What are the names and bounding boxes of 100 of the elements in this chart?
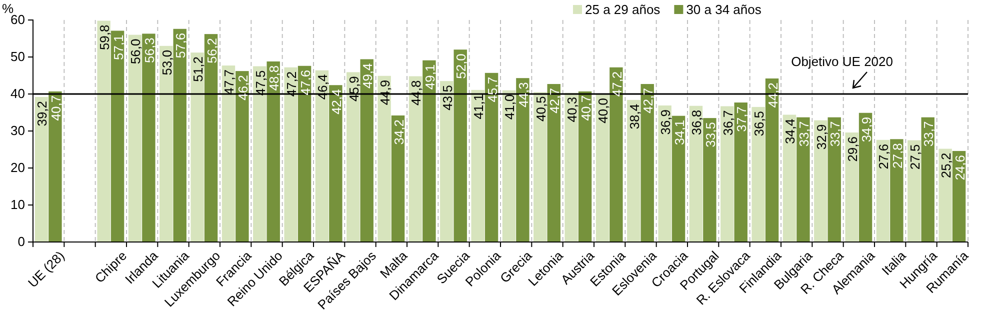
y-tick-label: 10	[10, 197, 25, 212]
data-label: 56,0	[128, 38, 144, 64]
bar	[610, 67, 623, 242]
data-label: 44,3	[516, 82, 531, 108]
bar	[173, 28, 186, 242]
bar	[890, 139, 904, 242]
data-label: 44,9	[378, 80, 393, 106]
bar	[782, 114, 796, 242]
bar	[48, 91, 62, 242]
bar	[346, 72, 360, 242]
bar	[564, 92, 578, 242]
bar	[752, 106, 765, 242]
data-label: 27,6	[876, 144, 892, 170]
bar	[547, 84, 560, 242]
data-label: 51,2	[190, 56, 206, 82]
data-label: 56,3	[142, 38, 157, 64]
data-label: 47,5	[252, 70, 268, 96]
bar	[640, 84, 654, 242]
bar	[142, 34, 156, 242]
y-tick-label: 50	[10, 49, 25, 64]
bar	[672, 116, 686, 242]
bar	[284, 67, 298, 242]
bar	[534, 92, 547, 242]
data-label: 56,2	[204, 38, 220, 64]
data-label: 37,7	[734, 106, 750, 132]
bar	[253, 66, 266, 242]
y-tick-label: 30	[10, 123, 25, 138]
data-label: 42,7	[547, 88, 562, 114]
bar	[454, 50, 467, 242]
bar	[734, 102, 748, 242]
bar	[921, 117, 934, 242]
data-label: 36,8	[689, 110, 704, 136]
bar	[34, 96, 48, 242]
data-label: 57,1	[110, 34, 126, 60]
data-label: 34,2	[391, 119, 406, 145]
data-label: 40,7	[48, 95, 64, 121]
data-label: 53,0	[159, 50, 174, 76]
ref-line-label: Objetivo UE 2020	[791, 54, 893, 69]
data-label: 42,4	[328, 89, 344, 114]
data-label: 39,2	[34, 100, 50, 126]
data-label: 49,4	[360, 63, 376, 89]
bar	[720, 106, 734, 242]
bar	[658, 105, 672, 242]
bar	[828, 117, 841, 242]
bar	[516, 78, 530, 242]
data-label: 32,9	[814, 124, 829, 150]
data-label: 48,8	[266, 65, 282, 91]
bar	[315, 70, 329, 242]
legend-label: 30 a 34 años	[686, 2, 762, 17]
data-label: 47,2	[284, 71, 300, 97]
bar	[360, 59, 374, 242]
data-label: 45,7	[484, 76, 500, 102]
data-label: 38,4	[626, 104, 642, 130]
y-tick-label: 0	[18, 234, 25, 250]
data-label: 41,0	[502, 94, 518, 120]
x-tick-label: UE (28)	[24, 248, 68, 290]
bar	[378, 76, 391, 242]
data-label: 45,9	[346, 76, 362, 102]
data-label: 49,1	[422, 64, 438, 90]
data-label: 57,6	[173, 32, 188, 58]
data-label: 34,1	[672, 120, 687, 146]
bar	[97, 20, 110, 242]
bar	[391, 115, 405, 242]
data-label: 43,5	[440, 85, 455, 110]
data-label: 59,8	[97, 24, 112, 50]
bar	[765, 78, 779, 242]
bar	[329, 85, 342, 242]
bar	[298, 66, 312, 242]
data-label: 42,7	[640, 88, 656, 114]
bar	[160, 46, 173, 242]
data-label: 40,5	[533, 96, 548, 122]
bar	[471, 90, 484, 242]
data-label: 36,7	[720, 110, 736, 136]
bar	[814, 120, 828, 242]
bar	[408, 76, 422, 242]
data-label: 36,9	[658, 109, 674, 135]
data-label: 27,5	[907, 144, 922, 170]
bar	[796, 117, 810, 242]
bar	[266, 61, 280, 242]
data-label: 36,5	[752, 110, 767, 136]
data-label: 34,9	[858, 116, 874, 142]
bar	[596, 94, 610, 242]
data-label: 47,7	[222, 70, 237, 95]
data-label: 52,0	[454, 54, 469, 79]
data-label: 47,6	[298, 70, 313, 96]
data-label: 40,0	[596, 98, 611, 124]
bar	[440, 81, 454, 242]
data-label: 34,4	[782, 118, 798, 144]
data-label: 41,1	[471, 94, 486, 120]
bar	[703, 118, 716, 242]
y-tick-label: 40	[10, 86, 25, 102]
bar	[689, 106, 703, 242]
bar	[858, 112, 872, 242]
bar	[908, 140, 921, 242]
bar	[204, 34, 218, 242]
data-label: 33,7	[921, 121, 936, 147]
bar	[222, 66, 236, 242]
bar	[502, 90, 516, 242]
data-label: 29,6	[845, 136, 860, 162]
bar	[236, 71, 249, 242]
